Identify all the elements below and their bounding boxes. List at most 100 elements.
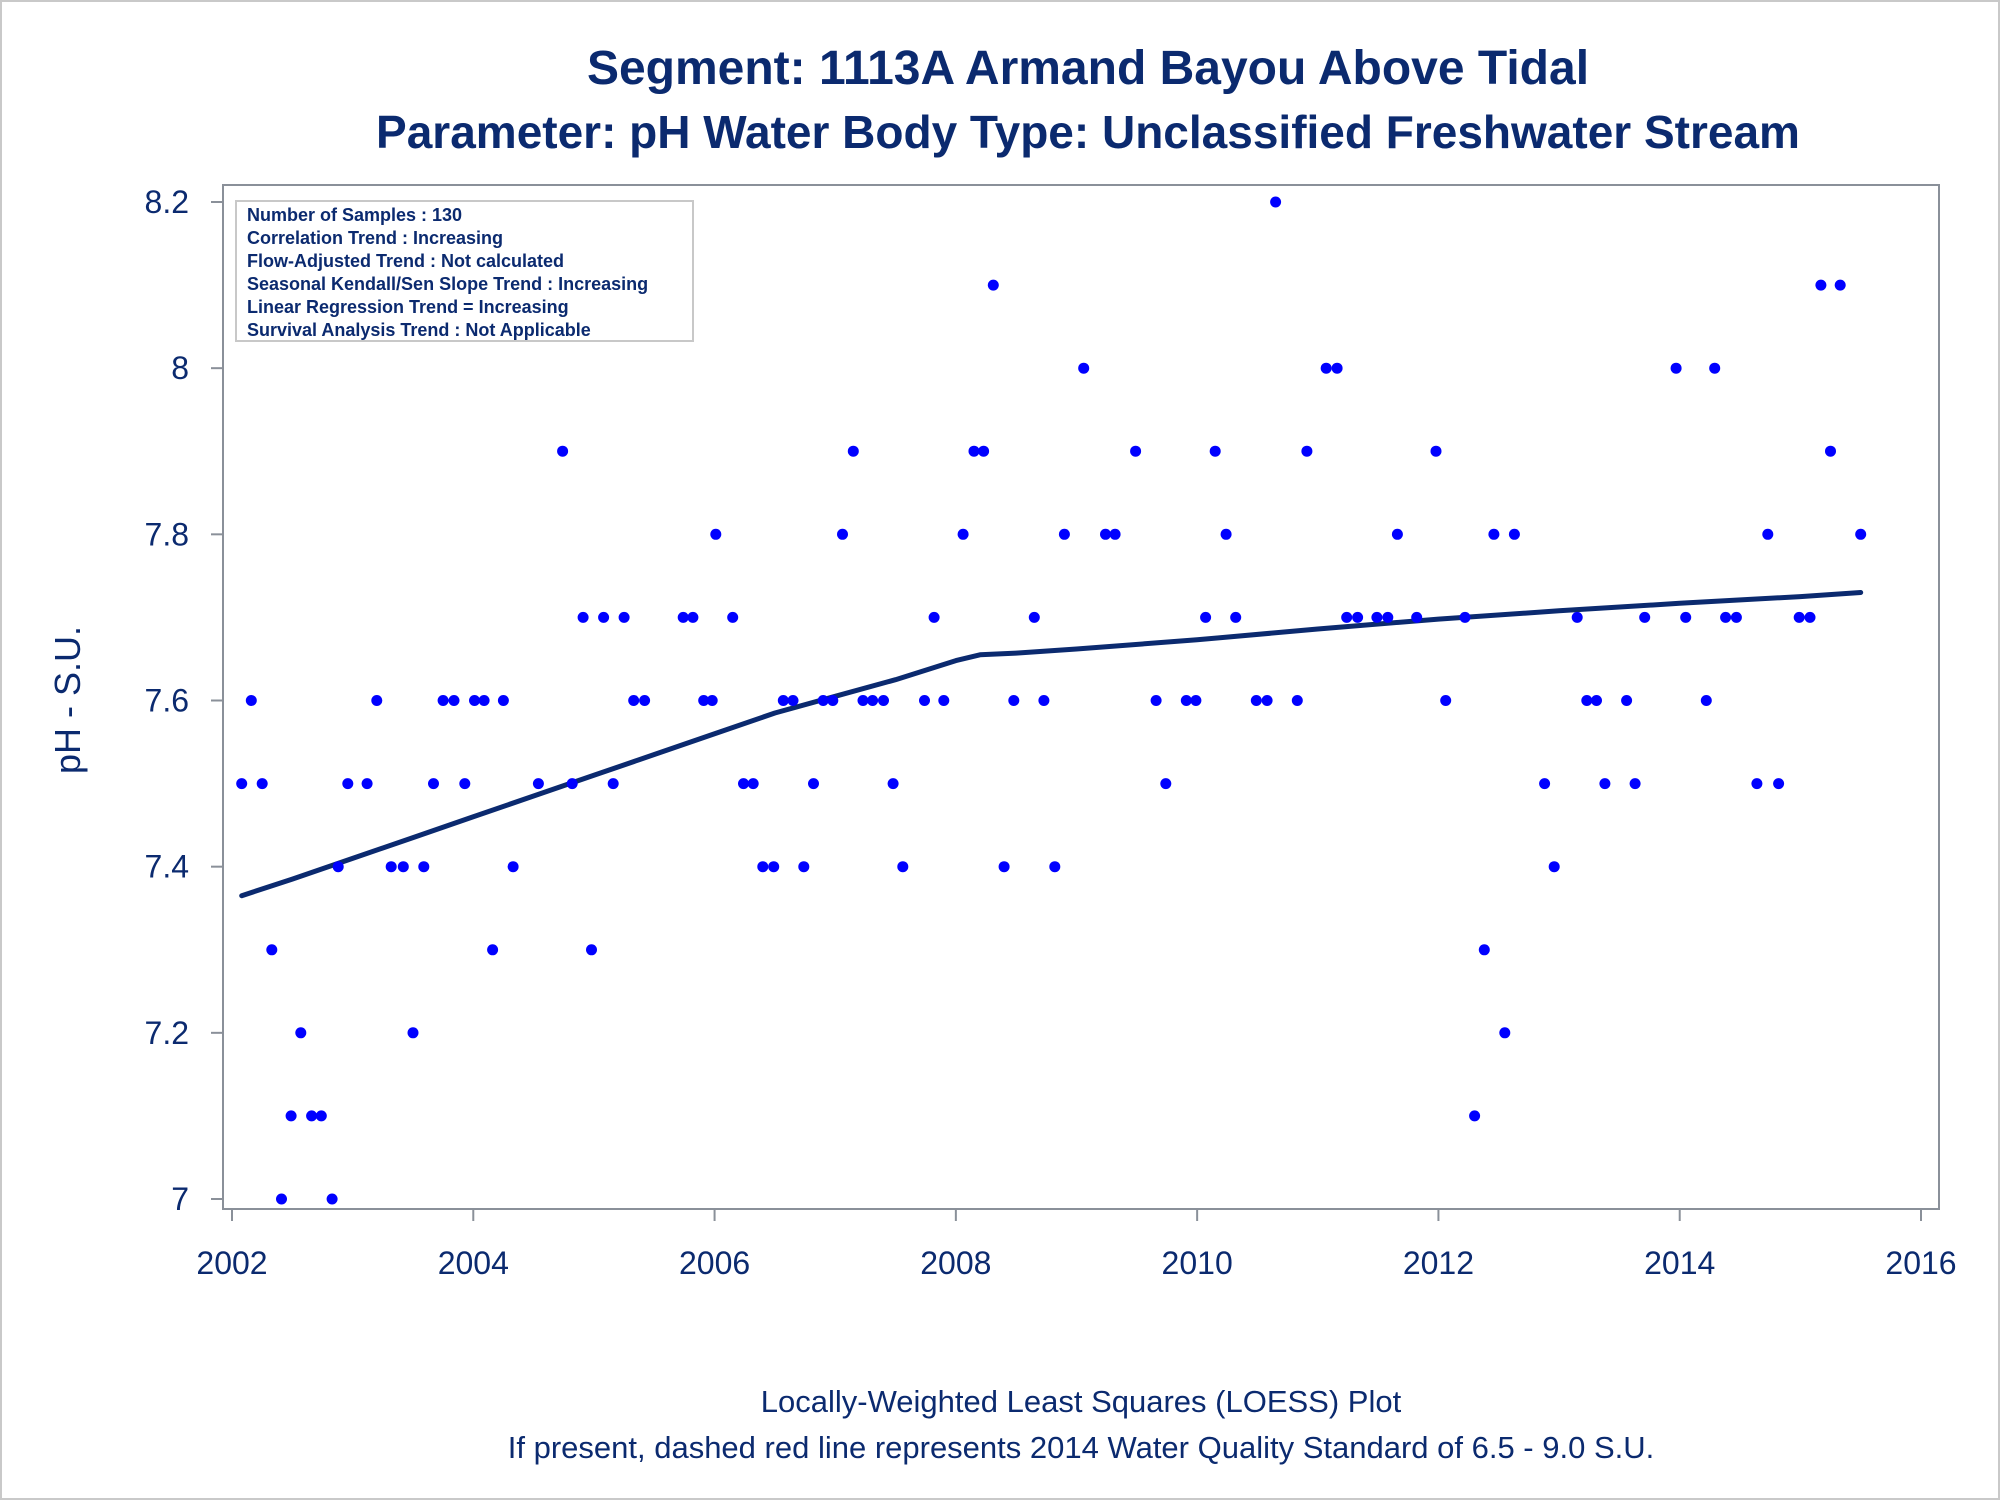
y-tick-label: 7.6 (145, 683, 189, 719)
sample-point (998, 861, 1010, 873)
sample-point (1130, 445, 1142, 457)
sample-point (236, 778, 248, 790)
sample-point (332, 861, 344, 873)
sample-point (787, 695, 799, 706)
chart-title: Segment: 1113A Armand Bayou Above Tidal (587, 42, 1589, 95)
chart-subtitle: Parameter: pH Water Body Type: Unclassif… (376, 106, 1800, 158)
sample-point (532, 778, 544, 790)
sample-point (1160, 778, 1172, 790)
sample-point (1150, 695, 1162, 706)
sample-point (1571, 611, 1583, 623)
sample-point (487, 944, 499, 956)
sample-point (1499, 1027, 1511, 1039)
y-axis-label: pH - S.U. (47, 626, 88, 774)
sample-point (968, 445, 980, 457)
sample-point (747, 778, 759, 790)
sample-point (1230, 611, 1242, 623)
sample-point (245, 695, 257, 706)
sample-point (1320, 362, 1332, 374)
loess-trend-layer (239, 590, 1864, 899)
sample-point (897, 861, 909, 873)
sample-point (1478, 944, 1490, 956)
sample-point (628, 695, 640, 706)
x-tick-label: 2002 (196, 1245, 267, 1281)
x-tick-label: 2004 (438, 1245, 509, 1281)
sample-point (1488, 528, 1500, 540)
x-axis: 2002 2004 2006 2008 2010 2012 2014 2016 (196, 1209, 1957, 1281)
sample-point (1548, 861, 1560, 873)
y-tick-label: 7.2 (145, 1015, 189, 1051)
sample-point (266, 944, 278, 956)
sample-point (1291, 695, 1303, 706)
sample-point (808, 778, 819, 790)
sample-point (1539, 778, 1551, 790)
x-tick-label: 2012 (1403, 1245, 1474, 1281)
sample-point (1270, 196, 1282, 208)
sample-point (706, 695, 718, 706)
sample-point (1371, 611, 1383, 623)
sample-point (1100, 528, 1111, 540)
info-seasonal-kendall-trend: Seasonal Kendall/Sen Slope Trend : Incre… (247, 274, 648, 294)
info-survival-analysis-trend: Survival Analysis Trend : Not Applicable (247, 320, 591, 340)
sample-point (371, 695, 383, 706)
sample-point (1078, 362, 1090, 374)
sample-point (1793, 611, 1805, 623)
sample-point (1751, 778, 1763, 790)
sample-point (1639, 611, 1651, 623)
sample-point (385, 861, 397, 873)
sample-point (1469, 1110, 1481, 1122)
sample-point (326, 1193, 338, 1205)
sample-point (710, 528, 722, 540)
sample-point (1430, 445, 1442, 457)
sample-point (1190, 695, 1202, 706)
sample-point (295, 1027, 307, 1039)
sample-point (1200, 611, 1212, 623)
sample-point (1261, 695, 1273, 706)
sample-point (306, 1110, 318, 1122)
x-tick-label: 2016 (1885, 1245, 1956, 1281)
sample-point (1058, 528, 1070, 540)
sample-point (1109, 528, 1121, 540)
sample-point (469, 695, 480, 706)
y-axis: 7 7.2 7.4 7.6 7.8 8 8.2 (145, 184, 223, 1217)
sample-point (1411, 611, 1423, 623)
sample-point (1220, 528, 1232, 540)
sample-point (1825, 445, 1836, 457)
sample-point (698, 695, 710, 706)
sample-point (1028, 611, 1040, 623)
sample-point (1591, 695, 1602, 706)
sample-point (1352, 611, 1364, 623)
sample-point (1621, 695, 1633, 706)
sample-point (428, 778, 439, 790)
sample-point (1581, 695, 1593, 706)
info-box-frame (235, 200, 694, 342)
sample-point (497, 695, 509, 706)
sample-point (1038, 695, 1050, 706)
x-tick-label: 2010 (1162, 1245, 1233, 1281)
sample-point (1834, 279, 1846, 291)
y-tick-label: 8 (171, 350, 189, 386)
sample-point (507, 861, 519, 873)
sample-point (1730, 611, 1742, 623)
sample-point (768, 861, 780, 873)
sample-point (837, 528, 848, 540)
sample-point (607, 778, 619, 790)
sample-point (738, 778, 749, 790)
plot-area (222, 184, 1940, 1210)
loess-trend-line (239, 590, 1864, 899)
sample-point (1250, 695, 1262, 706)
sample-point (1331, 362, 1343, 374)
sample-point (361, 778, 373, 790)
sample-point (1680, 611, 1692, 623)
sample-point (397, 861, 409, 873)
sample-point (1180, 695, 1192, 706)
sample-point (1815, 279, 1827, 291)
sample-point (887, 778, 899, 790)
info-number-of-samples: Number of Samples : 130 (247, 205, 462, 225)
sample-point (727, 611, 739, 623)
sample-point (459, 778, 471, 790)
footnote-loess: Locally-Weighted Least Squares (LOESS) P… (761, 1384, 1402, 1419)
sample-point (407, 1027, 419, 1039)
